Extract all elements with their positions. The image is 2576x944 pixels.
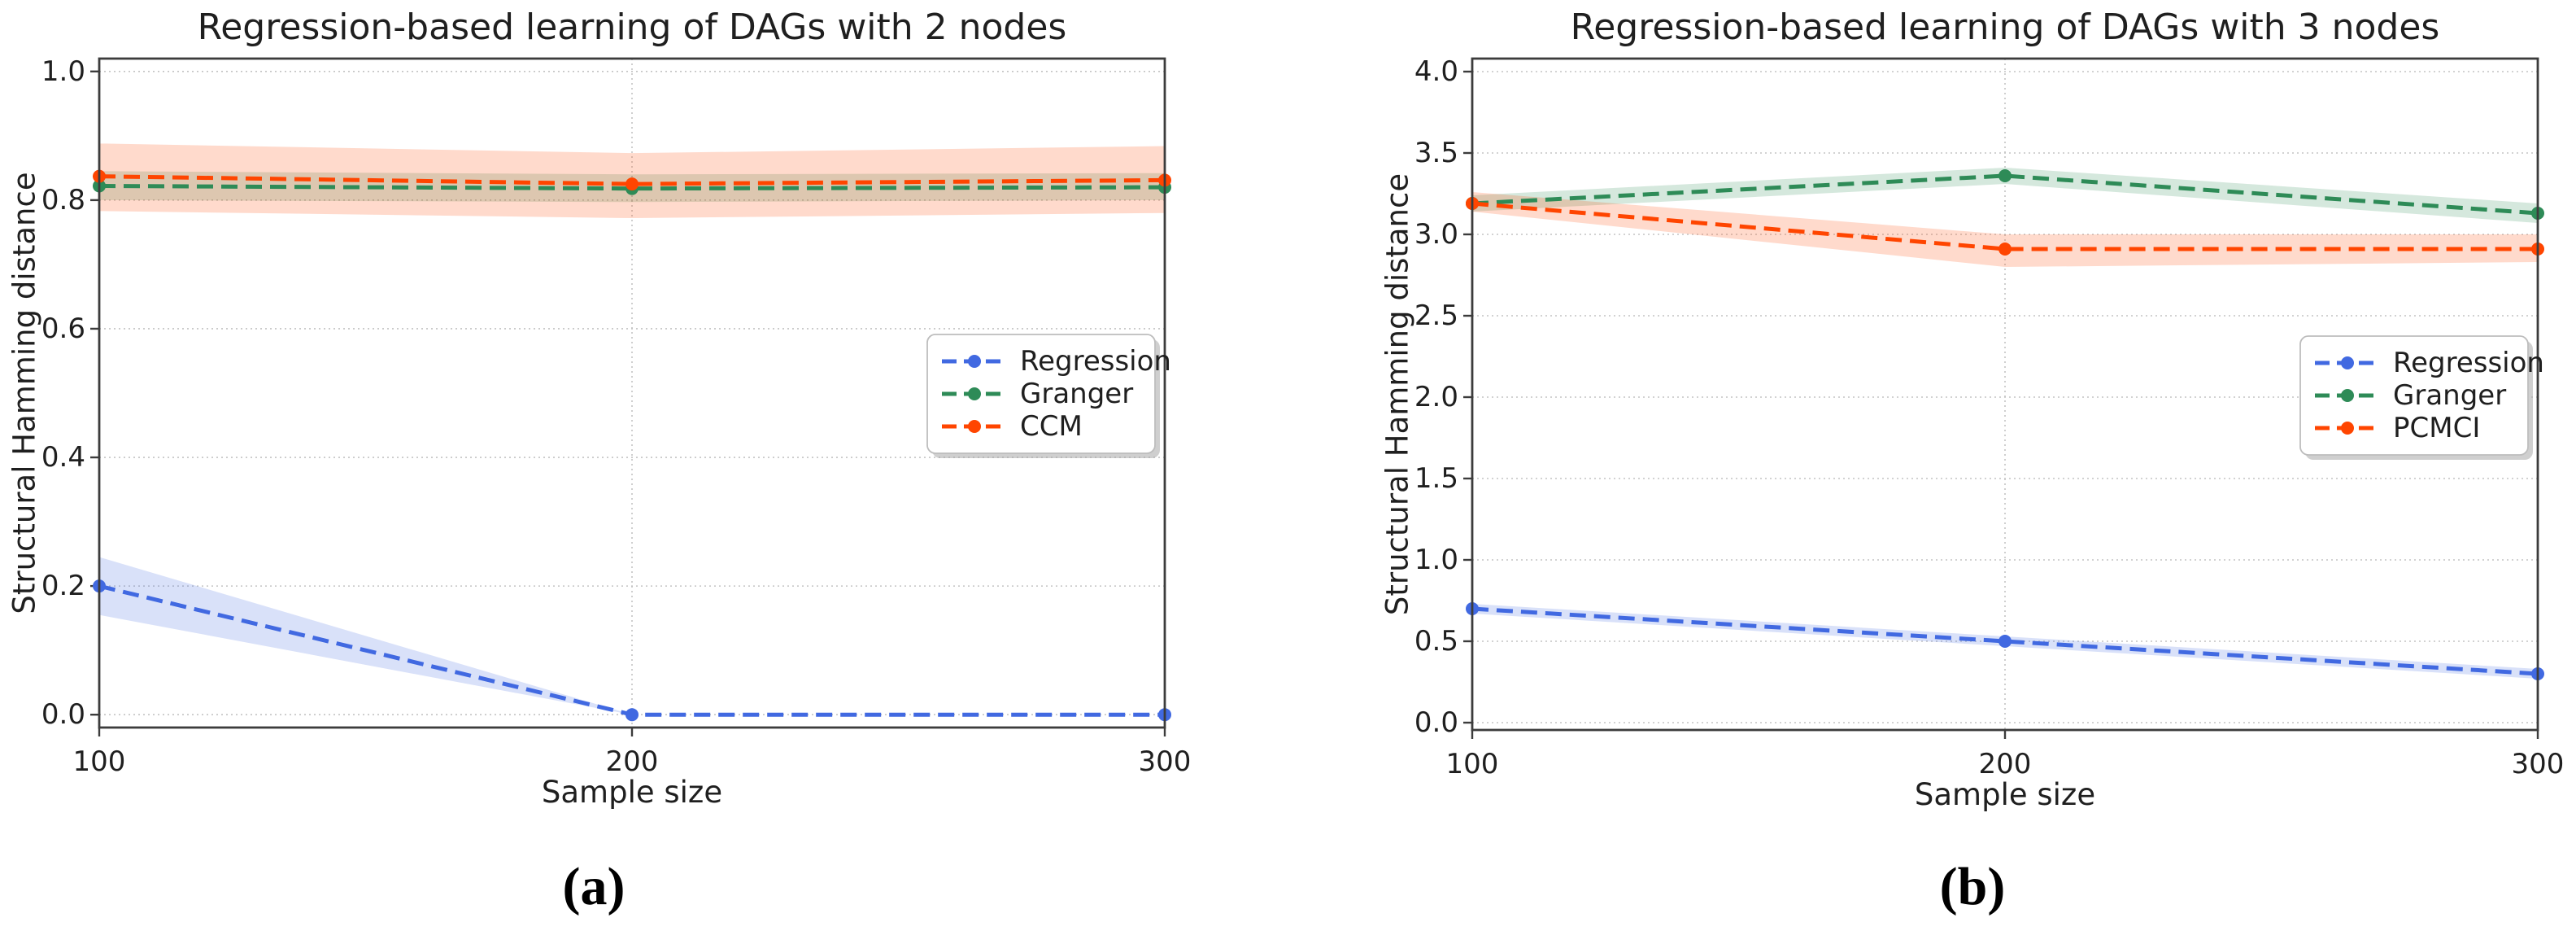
x-tick-label: 100 [1446,748,1499,780]
y-tick-label: 0.4 [41,441,85,474]
y-tick-label: 0.0 [1414,706,1458,739]
legend-marker [2341,356,2354,369]
y-tick-label: 2.0 [1414,381,1458,413]
y-axis-label: Structural Hamming distance [1380,173,1415,615]
y-tick-label: 0.8 [41,184,85,216]
y-axis-label: Structural Hamming distance [7,172,42,614]
chart-title: Regression-based learning of DAGs with 2… [198,7,1067,48]
x-tick-label: 200 [606,745,659,778]
y-tick-label: 0.2 [41,570,85,602]
caption-b: (b) [1939,857,2006,916]
y-tick-label: 4.0 [1414,55,1458,88]
legend-label-pcmci: PCMCI [2393,412,2480,444]
legend-box [2299,335,2529,456]
legend-marker [2341,422,2354,435]
y-tick-label: 3.0 [1414,218,1458,251]
x-axis-label: Sample size [1915,777,2095,812]
series-line-granger [98,183,1166,191]
x-axis-label: Sample size [542,775,722,810]
legend-box [926,334,1156,454]
series-band-pcmci [1472,192,2538,267]
x-tick-label: 200 [1979,748,2032,780]
series-line-ccm [98,174,1166,186]
x-tick-label: 100 [73,745,126,778]
plot-border [1471,57,2539,732]
x-tick-label: 300 [2512,748,2565,780]
series-band-regression [99,557,1165,715]
legend-marker [968,420,981,433]
legend-label-ccm: CCM [1020,410,1083,443]
series-line-granger [1471,173,2539,216]
legend-label-granger: Granger [2393,379,2506,412]
y-tick-label: 0.5 [1414,625,1458,658]
legend-marker [968,387,981,400]
legend-label-regression: Regression [1020,345,1171,378]
legend-marker [2341,389,2354,402]
series-marker-pcmci [1998,243,2012,256]
y-tick-label: 0.0 [41,698,85,731]
series-marker-regression [1998,635,2012,648]
series-marker-granger [1998,169,2012,182]
chart-b-dags-3-nodes: 0.0 0.5 1.0 1.5 2.0 2.5 3.0 3.5 4.0 100 200 300 Regr… [1380,7,2565,812]
y-tick-label: 3.5 [1414,137,1458,169]
y-tick-label: 0.6 [41,312,85,345]
chart-a-dags-2-nodes: 0.0 0.2 0.4 0.6 0.8 1.0 100 200 300 Regression-ba… [7,7,1192,810]
legend-label-granger: Granger [1020,378,1133,410]
chart-title: Regression-based learning of DAGs with 3… [1571,7,2440,48]
series-line-pcmci [1471,201,2538,251]
y-tick-label: 2.5 [1414,299,1458,332]
series-marker-regression [625,708,639,722]
legend-marker [968,355,981,368]
caption-a: (a) [562,857,625,916]
y-tick-label: 1.0 [41,55,85,88]
series-marker-ccm [625,177,639,191]
y-tick-label: 1.0 [1414,544,1458,576]
plot-border [98,57,1166,729]
series-line-regression [1471,606,2539,676]
y-tick-label: 1.5 [1414,462,1458,495]
legend-label-regression: Regression [2393,347,2544,379]
x-tick-label: 300 [1139,745,1192,778]
series-band-granger [1472,168,2538,223]
